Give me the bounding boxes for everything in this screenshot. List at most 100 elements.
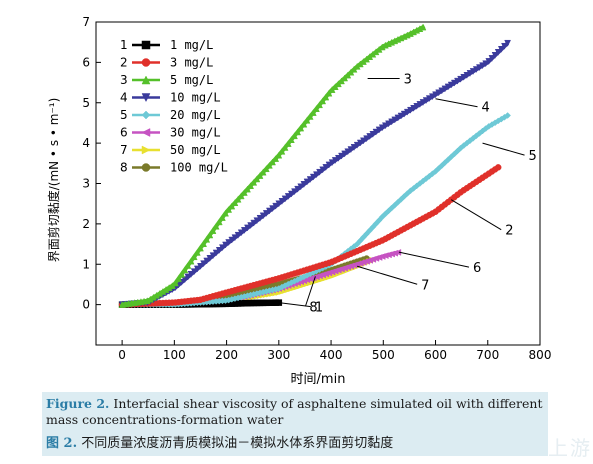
legend-marker xyxy=(141,110,151,120)
data-point xyxy=(203,257,211,265)
data-point xyxy=(334,154,342,162)
data-point xyxy=(184,261,192,269)
data-point xyxy=(457,75,465,83)
caption-figure-label-en: Figure 2. xyxy=(46,396,110,411)
data-point xyxy=(360,233,367,241)
data-point xyxy=(469,68,477,75)
caption-en-line1: Figure 2. Interfacial shear viscosity of… xyxy=(46,396,542,411)
data-point xyxy=(190,253,198,261)
caption-text-en: Interfacial shear viscosity of asphalten… xyxy=(109,396,543,411)
legend-marker xyxy=(141,145,151,155)
data-point xyxy=(281,143,289,151)
data-point xyxy=(460,73,468,81)
legend-marker xyxy=(141,40,151,50)
data-point xyxy=(504,39,512,47)
caption-cn-line: 图 2. 不同质量浓度沥青质模拟油－模拟水体系界面剪切黏度 xyxy=(46,432,393,451)
legend-id: 6 xyxy=(120,126,128,140)
legend-id: 5 xyxy=(120,108,128,122)
data-point xyxy=(225,239,233,247)
data-point xyxy=(209,252,217,260)
data-point xyxy=(363,135,370,143)
legend-entry: 3 5 mg/L xyxy=(120,73,213,87)
data-point xyxy=(501,42,508,50)
annotation-leader xyxy=(398,251,470,268)
data-point xyxy=(175,275,182,282)
data-point xyxy=(441,85,449,93)
annotation-leader xyxy=(435,98,478,108)
data-point xyxy=(309,109,317,116)
data-point xyxy=(504,112,511,119)
caption-figure-label-cn: 图 2. xyxy=(46,436,78,451)
data-point xyxy=(291,188,298,196)
data-point xyxy=(432,91,439,99)
y-tick-label: 4 xyxy=(82,136,90,150)
data-point xyxy=(353,141,361,149)
data-point xyxy=(338,152,345,160)
data-point xyxy=(253,175,261,183)
data-point xyxy=(494,49,502,56)
data-point xyxy=(294,185,302,193)
annotation-leader xyxy=(357,265,418,285)
data-point xyxy=(256,172,264,179)
data-point xyxy=(228,202,236,210)
y-tick-label: 3 xyxy=(82,177,90,191)
data-point xyxy=(215,247,223,254)
data-point xyxy=(419,23,427,31)
data-point xyxy=(378,124,386,132)
data-point xyxy=(394,114,402,122)
x-tick-label: 700 xyxy=(476,348,499,362)
data-point xyxy=(381,122,389,130)
data-point xyxy=(494,164,502,171)
data-point xyxy=(306,112,314,120)
legend-marker xyxy=(141,75,151,85)
data-point xyxy=(350,144,358,151)
data-point xyxy=(209,227,217,234)
legend-entry: 1 1 mg/L xyxy=(120,38,213,52)
annotation-leader xyxy=(450,199,502,231)
annotation-label: 2 xyxy=(505,224,513,239)
data-point xyxy=(272,155,280,162)
data-point xyxy=(171,279,179,287)
data-point xyxy=(388,118,396,126)
data-point xyxy=(463,72,471,79)
data-point xyxy=(407,106,414,114)
series-3 xyxy=(118,23,427,308)
data-point xyxy=(306,176,314,184)
data-point xyxy=(281,195,289,203)
data-point xyxy=(347,146,355,154)
data-point xyxy=(447,81,455,89)
data-point xyxy=(237,229,245,237)
data-point xyxy=(259,168,267,176)
data-point xyxy=(363,230,370,238)
data-point xyxy=(178,270,186,278)
data-point xyxy=(291,132,298,140)
x-tick-label: 800 xyxy=(529,348,552,362)
data-point xyxy=(200,240,208,247)
data-point xyxy=(193,265,201,273)
data-point xyxy=(356,139,364,147)
data-point xyxy=(240,188,248,196)
viscosity-chart: 0 100 200 300 400 500 600 700 800 0 1 2 3 4 5 6 7 1 2 3 4 5 6… xyxy=(46,15,552,387)
data-point xyxy=(200,260,208,268)
data-point xyxy=(397,112,405,120)
data-point xyxy=(225,205,233,213)
data-point xyxy=(262,210,270,217)
data-point xyxy=(231,234,239,242)
data-point xyxy=(275,151,283,159)
data-point xyxy=(256,214,264,222)
data-point xyxy=(184,273,192,281)
data-point xyxy=(375,216,383,224)
data-point xyxy=(190,268,198,276)
data-point xyxy=(366,227,374,234)
legend-label: 20 mg/L xyxy=(170,108,221,122)
data-point xyxy=(303,178,311,186)
data-point xyxy=(485,58,493,65)
legend-id: 7 xyxy=(120,143,128,157)
legend-id: 1 xyxy=(120,38,128,52)
data-point xyxy=(266,161,273,169)
data-point xyxy=(454,77,461,85)
x-tick-label: 600 xyxy=(424,348,447,362)
data-point xyxy=(385,120,392,128)
data-point xyxy=(344,148,352,156)
data-point xyxy=(244,185,251,193)
